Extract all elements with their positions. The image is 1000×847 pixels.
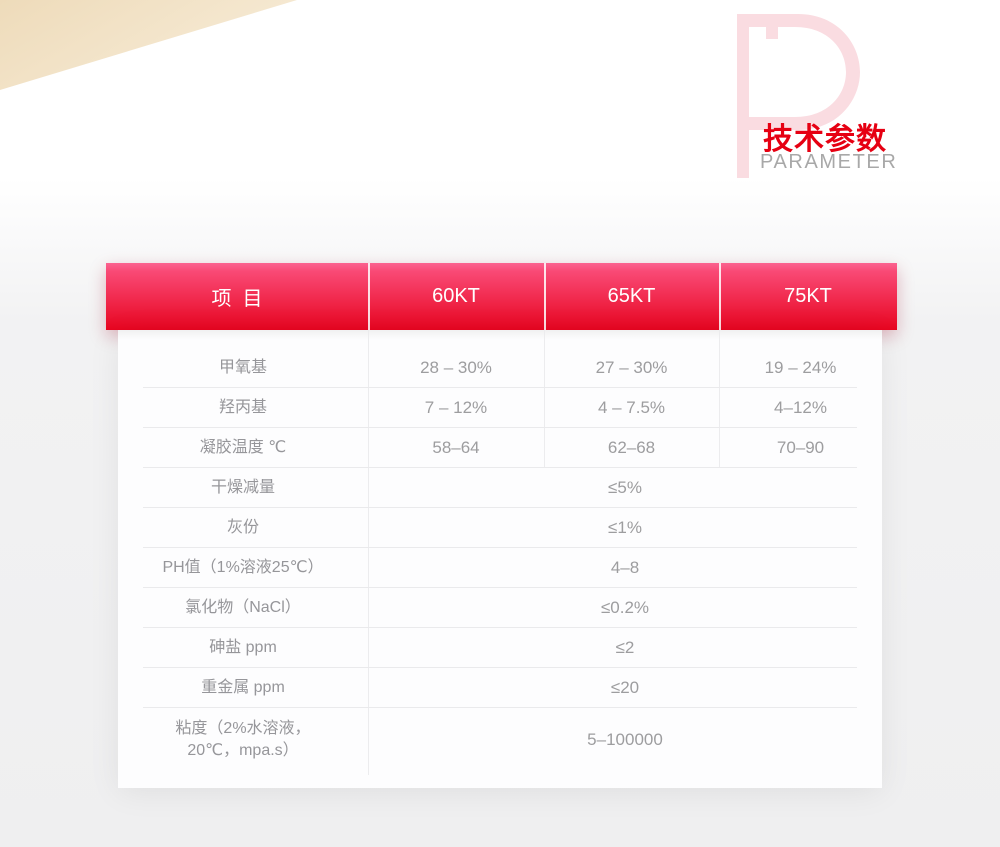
column-divider <box>544 330 545 468</box>
cell-75kt: 4–12% <box>774 398 827 417</box>
cell-60kt: 58–64 <box>432 438 480 457</box>
table-row: 羟丙基 7 – 12% 4 – 7.5% 4–12% <box>118 388 882 428</box>
section-logo: 技术参数 PARAMETER <box>700 0 960 200</box>
cell-65kt: 4 – 7.5% <box>597 398 666 417</box>
cell-merged: 5–100000 <box>587 730 663 749</box>
cell-merged: ≤5% <box>608 478 642 497</box>
table-row: PH值（1%溶液25℃） 4–8 <box>118 548 882 588</box>
column-divider <box>719 330 720 468</box>
cell-65kt: 27 – 30% <box>595 358 668 377</box>
cell-merged: ≤1% <box>608 518 642 537</box>
spec-table: 甲氧基 28 – 30% 27 – 30% 19 – 24% 羟丙基 7 – 1… <box>118 330 882 788</box>
header-divider <box>368 263 370 330</box>
cell-merged: ≤0.2% <box>600 598 650 617</box>
cell-merged: ≤2 <box>615 638 635 657</box>
table-row: 凝胶温度 ℃ 58–64 62–68 70–90 <box>118 428 882 468</box>
table-row: 灰份 ≤1% <box>118 508 882 548</box>
cell-75kt: 19 – 24% <box>764 358 837 377</box>
table-row: 粘度（2%水溶液， 20℃，mpa.s） 5–100000 <box>118 708 882 772</box>
table-row: 甲氧基 28 – 30% 27 – 30% 19 – 24% <box>118 348 882 388</box>
corner-decoration <box>0 0 297 90</box>
header-cell-item: 项 目 <box>211 288 263 310</box>
row-label: 干燥减量 <box>210 479 275 497</box>
row-label: 砷盐 ppm <box>209 639 277 657</box>
row-label-line2: 20℃，mpa.s） <box>187 742 299 759</box>
row-label: 灰份 <box>226 519 259 537</box>
cell-merged: ≤20 <box>610 678 640 697</box>
header-cell-60kt: 60KT <box>432 285 480 307</box>
row-label: 凝胶温度 ℃ <box>199 439 287 457</box>
table-row: 砷盐 ppm ≤2 <box>118 628 882 668</box>
header-divider <box>544 263 546 330</box>
cell-merged: 4–8 <box>610 558 640 577</box>
table-row: 重金属 ppm ≤20 <box>118 668 882 708</box>
header-divider <box>719 263 721 330</box>
table-row: 干燥减量 ≤5% <box>118 468 882 508</box>
row-label: 羟丙基 <box>218 399 267 417</box>
table-header: 项 目 60KT 65KT 75KT <box>106 263 897 330</box>
section-subtitle: PARAMETER <box>760 151 898 173</box>
column-divider <box>368 330 369 775</box>
row-label: 甲氧基 <box>218 359 267 377</box>
cell-60kt: 28 – 30% <box>420 358 492 377</box>
row-label: PH值（1%溶液25℃） <box>162 559 324 577</box>
table-row: 氯化物（NaCl） ≤0.2% <box>118 588 882 628</box>
cell-65kt: 62–68 <box>607 438 656 457</box>
letter-p-icon <box>737 14 860 178</box>
header-cell-75kt: 75KT <box>784 285 832 307</box>
row-label: 粘度（2%水溶液， 20℃，mpa.s） <box>118 718 368 761</box>
header-cell-65kt: 65KT <box>607 285 656 307</box>
cell-75kt: 70–90 <box>776 438 825 457</box>
section-title: 技术参数 <box>763 123 887 156</box>
row-label: 重金属 ppm <box>201 679 285 697</box>
header-shadow <box>118 330 882 340</box>
row-label-line1: 粘度（2%水溶液， <box>175 720 311 738</box>
row-label: 氯化物（NaCl） <box>185 599 301 617</box>
cell-60kt: 7 – 12% <box>424 398 488 417</box>
